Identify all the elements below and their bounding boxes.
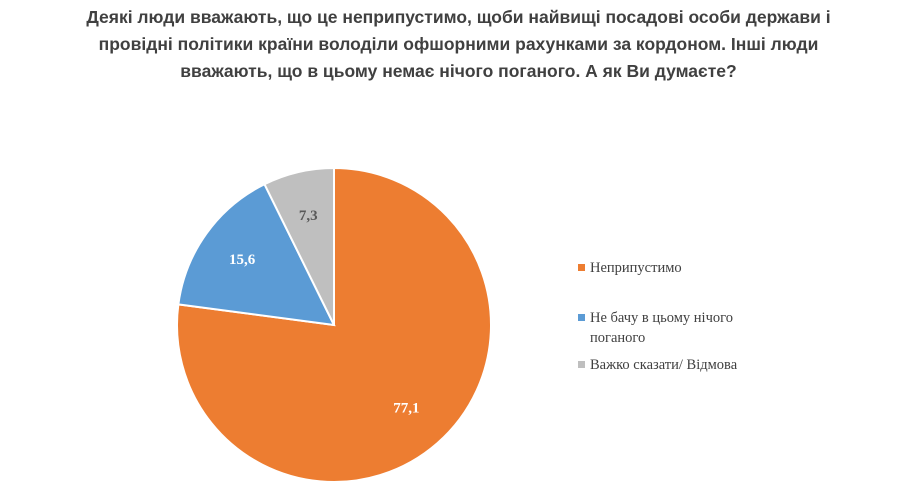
slice-neprypustymo xyxy=(176,166,492,483)
legend-swatch xyxy=(578,264,585,271)
legend-item-ne-bachu: Не бачу в цьому нічого поганого xyxy=(578,308,798,348)
pie-data-labels: 77,1 15,6 7,3 xyxy=(229,208,420,417)
legend-label: Важко сказати/ Відмова xyxy=(590,357,738,373)
data-label-vazhko-skazaty: 7,3 xyxy=(299,208,318,224)
chart-title: Деякі люди вважають, що це неприпустимо,… xyxy=(0,4,917,85)
title-line-3: вважають, що в цьому немає нічого погано… xyxy=(180,61,737,81)
slice-ne-bachu xyxy=(177,182,336,327)
legend-swatch xyxy=(578,314,585,321)
title-line-1: Деякі люди вважають, що це неприпустимо,… xyxy=(86,7,831,27)
slice-vazhko-skazaty xyxy=(263,166,335,326)
title-line-2: провідні політики країни володіли офшорн… xyxy=(98,34,819,54)
legend-item-vazhko-skazaty: Важко сказати/ Відмова xyxy=(578,355,798,375)
legend-item-neprypustymo: Неприпустимо xyxy=(578,258,798,278)
legend-label-line-2: поганого xyxy=(590,330,646,346)
legend-label: Неприпустимо xyxy=(590,260,682,276)
data-label-neprypustymo: 77,1 xyxy=(393,401,419,417)
pie-slices xyxy=(176,166,492,483)
legend-label-line-1: Не бачу в цьому нічого xyxy=(590,310,733,326)
legend-swatch xyxy=(578,361,585,368)
data-label-ne-bachu: 15,6 xyxy=(229,252,256,268)
